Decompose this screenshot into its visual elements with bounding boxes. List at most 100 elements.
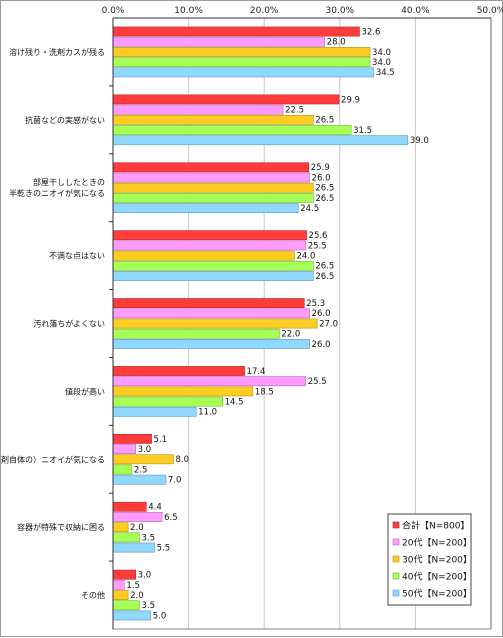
data-label: 14.5 bbox=[225, 397, 244, 407]
data-label: 26.0 bbox=[312, 309, 331, 319]
data-label: 3.0 bbox=[138, 571, 152, 581]
category-label: 抗菌などの実感がない bbox=[25, 115, 105, 125]
bar bbox=[112, 318, 318, 329]
data-label: 39.0 bbox=[410, 136, 429, 146]
data-label: 26.5 bbox=[315, 184, 334, 194]
data-label: 34.0 bbox=[372, 48, 391, 58]
bar bbox=[112, 522, 129, 533]
x-tick-label: 30.0% bbox=[326, 6, 355, 16]
bar bbox=[112, 260, 314, 271]
bar bbox=[112, 512, 163, 522]
category-label: 半乾きのニオイが気になる bbox=[9, 188, 105, 198]
data-label: 5.0 bbox=[153, 611, 167, 621]
bar bbox=[112, 125, 352, 135]
plot-border bbox=[112, 17, 492, 630]
bar bbox=[112, 36, 325, 47]
data-label: 22.0 bbox=[281, 330, 300, 340]
bar bbox=[112, 271, 314, 281]
data-label: 22.5 bbox=[285, 106, 304, 116]
bar bbox=[112, 542, 155, 553]
bar bbox=[112, 230, 307, 241]
category-label: （洗剤自体の）ニオイが気になる bbox=[1, 454, 105, 464]
bar bbox=[112, 569, 136, 580]
bar bbox=[112, 104, 284, 115]
category-label: 不満な点はない bbox=[49, 252, 105, 261]
data-label: 27.0 bbox=[319, 319, 338, 329]
bar bbox=[112, 172, 310, 183]
data-label: 3.5 bbox=[141, 533, 155, 543]
bar bbox=[112, 474, 167, 485]
legend-swatch bbox=[392, 572, 400, 580]
category-label: 部屋干ししたときの bbox=[33, 177, 105, 187]
data-label: 24.0 bbox=[296, 252, 315, 262]
legend-swatch bbox=[392, 589, 400, 597]
data-label: 34.5 bbox=[376, 68, 395, 78]
data-label: 17.4 bbox=[247, 367, 266, 377]
bar bbox=[112, 308, 310, 319]
data-label: 25.5 bbox=[308, 377, 327, 387]
bar bbox=[112, 94, 340, 105]
category-label: 容器が特殊で収納に困る bbox=[17, 522, 105, 532]
bar bbox=[112, 250, 295, 261]
bar bbox=[112, 162, 310, 173]
bar bbox=[112, 366, 245, 376]
category-label: 値段が高い bbox=[65, 386, 105, 396]
legend-swatch bbox=[392, 538, 400, 546]
data-label: 2.5 bbox=[134, 465, 148, 475]
bar bbox=[112, 600, 140, 611]
category-label: 汚れ落ちがよくない bbox=[33, 319, 105, 329]
x-tick-label: 0.0% bbox=[102, 6, 125, 16]
category-label: 溶け残り・洗剤カスが残る bbox=[9, 47, 105, 57]
legend-label: 合計【N=800】 bbox=[402, 520, 469, 532]
data-label: 3.0 bbox=[138, 445, 152, 455]
bar bbox=[112, 328, 280, 339]
data-label: 25.5 bbox=[308, 241, 327, 251]
x-tick-label: 20.0% bbox=[250, 6, 279, 16]
bar bbox=[112, 47, 371, 57]
data-label: 25.9 bbox=[311, 163, 330, 173]
data-label: 29.9 bbox=[341, 95, 360, 105]
data-label: 2.0 bbox=[130, 523, 144, 533]
data-label: 25.6 bbox=[309, 231, 328, 241]
x-tick-label: 10.0% bbox=[174, 6, 203, 16]
data-label: 32.6 bbox=[361, 27, 380, 37]
data-label: 28.0 bbox=[327, 38, 346, 48]
bar bbox=[112, 203, 299, 214]
data-label: 4.4 bbox=[148, 503, 162, 513]
data-label: 24.5 bbox=[300, 204, 319, 214]
legend-label: 30代【N=200】 bbox=[402, 555, 472, 566]
x-tick-label: 40.0% bbox=[401, 6, 430, 16]
legend-label: 40代【N=200】 bbox=[402, 572, 472, 583]
x-tick-label: 50.0% bbox=[477, 6, 503, 16]
bar bbox=[112, 376, 307, 387]
data-label: 31.5 bbox=[353, 126, 372, 136]
bar bbox=[112, 114, 314, 125]
bar bbox=[112, 444, 136, 454]
legend-box bbox=[387, 513, 472, 606]
bar bbox=[112, 182, 314, 193]
data-label: 6.5 bbox=[164, 513, 178, 523]
bar bbox=[112, 57, 371, 68]
data-label: 26.5 bbox=[315, 116, 334, 126]
data-label: 7.0 bbox=[168, 476, 182, 486]
data-label: 8.0 bbox=[175, 455, 189, 465]
data-label: 25.3 bbox=[306, 299, 325, 309]
bar bbox=[112, 135, 409, 146]
data-label: 18.5 bbox=[255, 387, 274, 397]
data-label: 2.0 bbox=[130, 591, 144, 601]
data-label: 5.1 bbox=[154, 435, 168, 445]
data-label: 26.5 bbox=[315, 194, 334, 204]
bar bbox=[112, 590, 129, 600]
category-label: その他 bbox=[81, 590, 105, 600]
bar bbox=[112, 240, 307, 251]
bar bbox=[112, 406, 197, 417]
bar bbox=[112, 454, 174, 465]
bar bbox=[112, 338, 310, 349]
bar bbox=[112, 193, 314, 203]
bar bbox=[112, 532, 140, 543]
bar bbox=[112, 501, 147, 512]
data-label: 26.5 bbox=[315, 262, 334, 272]
bar bbox=[112, 610, 152, 621]
